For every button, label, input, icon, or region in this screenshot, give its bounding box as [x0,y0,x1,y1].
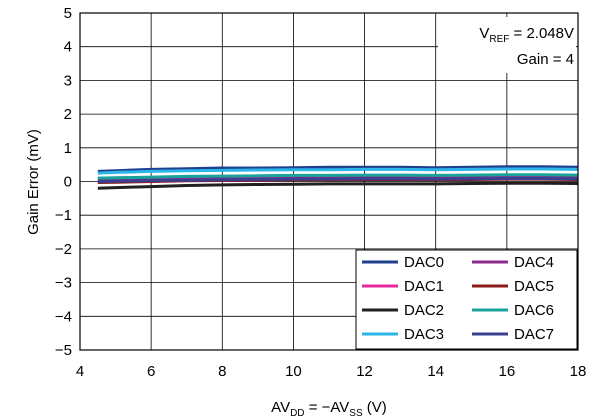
vref-annotation: VREF = 2.048V [479,25,574,45]
y-tick-label: −1 [55,207,72,224]
legend-label-dac5: DAC5 [514,278,554,295]
series-line-dac2 [97,181,579,190]
grid [79,12,579,351]
x-tick-labels: 4 6 8 10 12 14 16 18 [76,363,587,380]
x-axis-label-mid: = −AV [305,399,350,416]
y-tick-label: −5 [55,342,72,359]
legend-label-dac7: DAC7 [514,326,554,343]
y-tick-label: 5 [64,5,72,22]
series-line-dac7 [97,177,579,183]
annotation-box: VREF = 2.048V Gain = 4 [438,17,576,73]
y-tick-label: −2 [55,241,72,258]
legend-label-dac3: DAC3 [404,326,444,343]
x-axis-label-tail: (V) [363,399,387,416]
x-tick-label: 14 [427,363,444,380]
y-tick-label: 4 [64,39,72,56]
plot-frame [79,12,579,351]
legend-label-dac6: DAC6 [514,302,554,319]
series-line-dac0 [97,165,579,173]
y-axis-label: Gain Error (mV) [25,129,42,235]
legend-label-dac1: DAC1 [404,278,444,295]
y-tick-label: −3 [55,275,72,292]
x-axis-label-sub2: SS [349,408,363,418]
y-tick-label: 2 [64,106,72,123]
y-tick-label: 3 [64,72,72,89]
x-tick-label: 10 [285,363,302,380]
legend: DAC0 DAC1 DAC2 DAC3 DAC4 DAC5 DAC6 DAC7 [355,249,578,350]
x-axis-label: AVDD = −AVSS (V) [271,399,387,418]
x-tick-label: 16 [499,363,516,380]
y-tick-label: 0 [64,174,72,191]
series-line-dac3 [97,167,579,175]
gain-annotation: Gain = 4 [517,51,574,68]
x-tick-label: 12 [356,363,373,380]
legend-label-dac2: DAC2 [404,302,444,319]
x-axis-label-main: AV [271,399,290,416]
y-tick-label: 1 [64,140,72,157]
series-line-dac6 [97,173,579,180]
y-tick-label: −4 [55,308,72,325]
x-tick-label: 18 [570,363,587,380]
x-axis-label-sub1: DD [290,408,304,418]
y-tick-labels: −5 −4 −3 −2 −1 0 1 2 3 4 5 [55,5,72,359]
legend-label-dac4: DAC4 [514,254,554,271]
x-tick-label: 4 [76,363,84,380]
x-tick-label: 6 [147,363,155,380]
x-tick-label: 8 [218,363,226,380]
legend-label-dac0: DAC0 [404,254,444,271]
series-lines [97,165,579,190]
